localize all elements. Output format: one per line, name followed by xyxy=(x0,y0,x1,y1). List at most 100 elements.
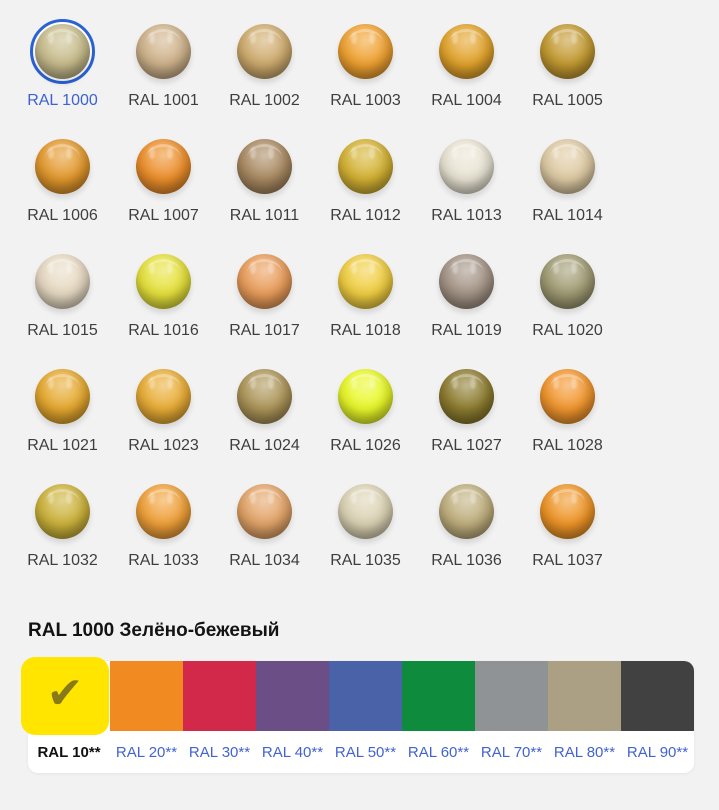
group-tab-label[interactable]: RAL 40** xyxy=(261,743,324,761)
color-sphere-ral-1024[interactable] xyxy=(237,369,292,424)
ral-item-ral-1021[interactable]: RAL 1021 xyxy=(12,364,113,479)
ral-item-ral-1026[interactable]: RAL 1026 xyxy=(315,364,416,479)
ral-item-ral-1036[interactable]: RAL 1036 xyxy=(416,479,517,594)
ral-code-label[interactable]: RAL 1013 xyxy=(431,207,502,224)
ral-item-ral-1006[interactable]: RAL 1006 xyxy=(12,134,113,249)
color-sphere-ral-1032[interactable] xyxy=(35,484,90,539)
ral-code-label[interactable]: RAL 1016 xyxy=(128,322,199,339)
ral-code-label[interactable]: RAL 1002 xyxy=(229,92,300,109)
color-sphere-ral-1006[interactable] xyxy=(35,139,90,194)
ral-code-label[interactable]: RAL 1014 xyxy=(532,207,603,224)
group-tab-label[interactable]: RAL 30** xyxy=(188,743,251,761)
ral-code-label[interactable]: RAL 1006 xyxy=(27,207,98,224)
color-sphere-ral-1012[interactable] xyxy=(338,139,393,194)
ral-code-label[interactable]: RAL 1036 xyxy=(431,552,502,569)
color-sphere-ral-1035[interactable] xyxy=(338,484,393,539)
ral-item-ral-1002[interactable]: RAL 1002 xyxy=(214,19,315,134)
ral-code-label[interactable]: RAL 1015 xyxy=(27,322,98,339)
group-tab-ral-70-[interactable]: RAL 70** xyxy=(475,744,548,761)
ral-code-label[interactable]: RAL 1027 xyxy=(431,437,502,454)
ral-code-label[interactable]: RAL 1035 xyxy=(330,552,401,569)
ral-code-label[interactable]: RAL 1028 xyxy=(532,437,603,454)
ral-item-ral-1014[interactable]: RAL 1014 xyxy=(517,134,618,249)
ral-code-label[interactable]: RAL 1011 xyxy=(229,207,300,224)
ral-code-label[interactable]: RAL 1024 xyxy=(229,437,300,454)
group-tab-ral-10-[interactable]: RAL 10** xyxy=(28,744,110,761)
color-sphere-ral-1028[interactable] xyxy=(540,369,595,424)
ral-item-ral-1015[interactable]: RAL 1015 xyxy=(12,249,113,364)
ral-code-label[interactable]: RAL 1026 xyxy=(330,437,401,454)
ral-item-ral-1028[interactable]: RAL 1028 xyxy=(517,364,618,479)
color-sphere-ral-1026[interactable] xyxy=(338,369,393,424)
ral-item-ral-1001[interactable]: RAL 1001 xyxy=(113,19,214,134)
ral-item-ral-1019[interactable]: RAL 1019 xyxy=(416,249,517,364)
group-swatch-ral-30-[interactable] xyxy=(183,661,256,731)
color-sphere-ral-1014[interactable] xyxy=(540,139,595,194)
group-tab-ral-20-[interactable]: RAL 20** xyxy=(110,744,183,761)
ral-item-ral-1032[interactable]: RAL 1032 xyxy=(12,479,113,594)
color-sphere-ral-1005[interactable] xyxy=(540,24,595,79)
ral-item-ral-1033[interactable]: RAL 1033 xyxy=(113,479,214,594)
ral-item-ral-1013[interactable]: RAL 1013 xyxy=(416,134,517,249)
group-tab-ral-80-[interactable]: RAL 80** xyxy=(548,744,621,761)
group-swatch-ral-70-[interactable] xyxy=(475,661,548,731)
group-tab-label[interactable]: RAL 50** xyxy=(334,743,397,761)
ral-item-ral-1023[interactable]: RAL 1023 xyxy=(113,364,214,479)
ral-code-label[interactable]: RAL 1032 xyxy=(27,552,98,569)
ral-code-label[interactable]: RAL 1005 xyxy=(532,92,603,109)
color-sphere-ral-1021[interactable] xyxy=(35,369,90,424)
color-sphere-ral-1027[interactable] xyxy=(439,369,494,424)
ral-item-ral-1000[interactable]: RAL 1000 xyxy=(12,19,113,134)
group-swatch-ral-60-[interactable] xyxy=(402,661,475,731)
ral-code-label[interactable]: RAL 1017 xyxy=(229,322,300,339)
color-sphere-ral-1016[interactable] xyxy=(136,254,191,309)
group-tab-ral-60-[interactable]: RAL 60** xyxy=(402,744,475,761)
group-tab-ral-40-[interactable]: RAL 40** xyxy=(256,744,329,761)
selected-group-swatch[interactable]: ✔ xyxy=(21,657,109,735)
ral-code-label[interactable]: RAL 1020 xyxy=(532,322,603,339)
group-swatch-ral-20-[interactable] xyxy=(110,661,183,731)
group-swatch-ral-80-[interactable] xyxy=(548,661,621,731)
ral-code-label[interactable]: RAL 1033 xyxy=(128,552,199,569)
color-sphere-ral-1004[interactable] xyxy=(439,24,494,79)
group-tab-label[interactable]: RAL 90** xyxy=(626,743,689,761)
color-sphere-ral-1015[interactable] xyxy=(35,254,90,309)
color-sphere-ral-1037[interactable] xyxy=(540,484,595,539)
color-sphere-ral-1019[interactable] xyxy=(439,254,494,309)
group-tab-label[interactable]: RAL 60** xyxy=(407,743,470,761)
color-sphere-ral-1013[interactable] xyxy=(439,139,494,194)
ral-item-ral-1012[interactable]: RAL 1012 xyxy=(315,134,416,249)
group-swatch-ral-50-[interactable] xyxy=(329,661,402,731)
color-sphere-ral-1020[interactable] xyxy=(540,254,595,309)
ral-item-ral-1037[interactable]: RAL 1037 xyxy=(517,479,618,594)
ral-code-label[interactable]: RAL 1012 xyxy=(330,207,401,224)
group-tab-ral-30-[interactable]: RAL 30** xyxy=(183,744,256,761)
color-sphere-ral-1007[interactable] xyxy=(136,139,191,194)
group-swatch-ral-90-[interactable] xyxy=(621,661,694,731)
color-sphere-ral-1018[interactable] xyxy=(338,254,393,309)
color-sphere-ral-1033[interactable] xyxy=(136,484,191,539)
ral-code-label[interactable]: RAL 1007 xyxy=(128,207,199,224)
ral-item-ral-1005[interactable]: RAL 1005 xyxy=(517,19,618,134)
ral-code-label[interactable]: RAL 1003 xyxy=(330,92,401,109)
ral-code-label[interactable]: RAL 1021 xyxy=(27,437,98,454)
color-sphere-ral-1034[interactable] xyxy=(237,484,292,539)
group-tab-label[interactable]: RAL 80** xyxy=(553,743,616,761)
ral-code-label[interactable]: RAL 1001 xyxy=(128,92,199,109)
ral-item-ral-1034[interactable]: RAL 1034 xyxy=(214,479,315,594)
ral-item-ral-1004[interactable]: RAL 1004 xyxy=(416,19,517,134)
ral-code-label[interactable]: RAL 1023 xyxy=(128,437,199,454)
ral-code-label[interactable]: RAL 1004 xyxy=(431,92,502,109)
ral-item-ral-1007[interactable]: RAL 1007 xyxy=(113,134,214,249)
group-tab-ral-50-[interactable]: RAL 50** xyxy=(329,744,402,761)
color-sphere-ral-1001[interactable] xyxy=(136,24,191,79)
color-sphere-ral-1002[interactable] xyxy=(237,24,292,79)
group-tab-ral-90-[interactable]: RAL 90** xyxy=(621,744,694,761)
color-sphere-ral-1017[interactable] xyxy=(237,254,292,309)
group-swatch-ral-10-[interactable]: ✔ xyxy=(21,657,110,735)
ral-code-label[interactable]: RAL 1019 xyxy=(431,322,502,339)
group-tab-label[interactable]: RAL 20** xyxy=(115,743,178,761)
group-tab-label[interactable]: RAL 70** xyxy=(480,743,543,761)
color-sphere-ral-1036[interactable] xyxy=(439,484,494,539)
ral-item-ral-1024[interactable]: RAL 1024 xyxy=(214,364,315,479)
